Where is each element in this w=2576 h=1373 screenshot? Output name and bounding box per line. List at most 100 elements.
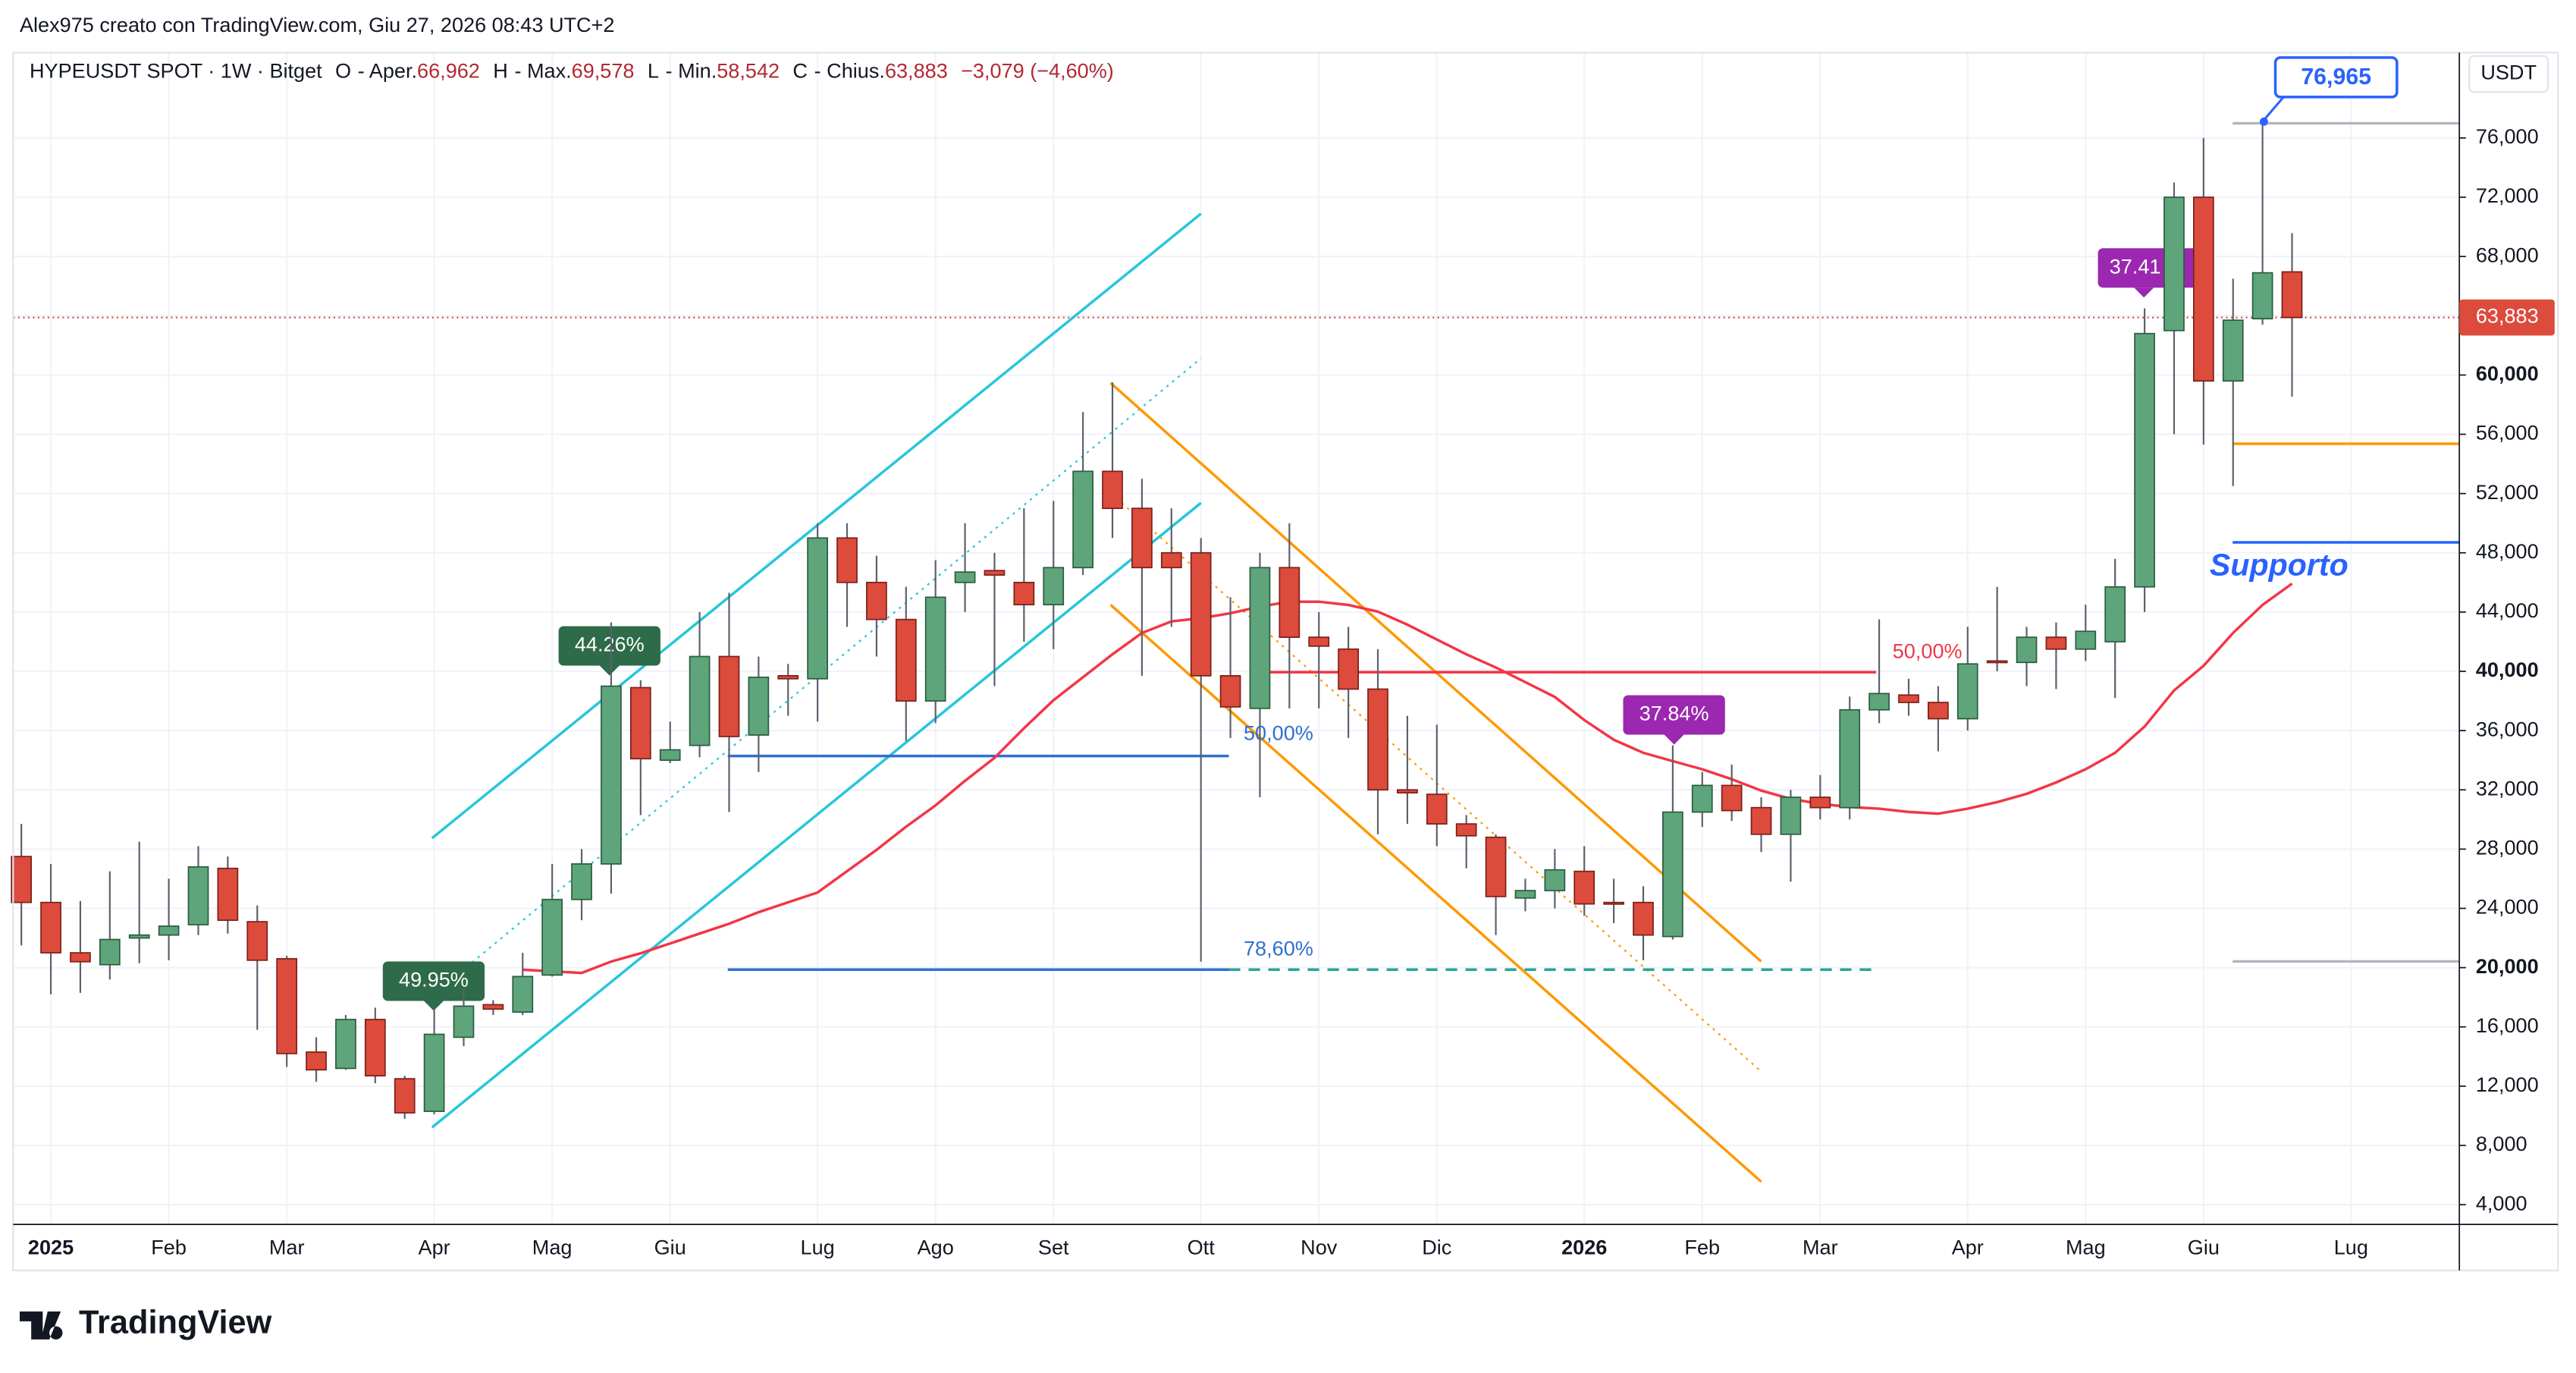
candle-body [629,686,651,760]
last-price-label: 63,883 [2476,304,2539,328]
marks [11,124,2303,1119]
candle-body [1102,470,1123,510]
x-tick-label: Ago [918,1236,954,1259]
x-tick-label: Apr [419,1236,450,1259]
candle-body [1219,674,1241,708]
callout: 49.95% [382,961,485,1011]
callout-text: 49.95% [399,968,469,991]
candle-body [1603,901,1624,905]
candle-body [1544,869,1566,891]
y-tick-label: 24,000 [2476,895,2539,919]
candle-body [1426,793,1448,825]
y-tick-label: 4,000 [2476,1191,2527,1214]
candle-body [2104,586,2126,643]
candle-body [1898,694,1919,703]
candle-body [482,1004,504,1010]
callout-pointer [599,665,620,676]
candle-body [2016,636,2038,664]
x-tick-label: 2025 [28,1236,74,1259]
channel-line [431,212,1202,840]
callout-text: 37.41 [2110,254,2161,278]
candle-body [2163,196,2185,331]
candle-body [2251,272,2273,320]
candle-body [1928,702,1949,720]
candle-body [601,685,622,865]
candle-body [1986,660,2008,664]
candle-body [187,866,209,925]
candle-body [99,938,121,966]
y-tick-label: 76,000 [2476,124,2539,148]
candle-body [246,921,268,961]
candle-body [70,952,91,963]
candle-body [394,1078,416,1114]
ohlc-key: L [648,59,659,83]
candle-body [924,596,946,702]
candle-body [777,674,799,680]
candle-body [807,537,829,680]
channel-line [1109,604,1762,1183]
x-tick-label: Set [1038,1236,1069,1259]
candle-body [2134,332,2155,588]
y-tick-label: 32,000 [2476,776,2539,800]
callout-text: 37.84% [1639,702,1709,725]
y-axis-label: USDT [2480,61,2537,84]
high-label: 76,965 [2301,64,2371,90]
attribution: Alex975 creato con TradingView.com, Giu … [20,13,615,36]
candle-body [364,1019,386,1077]
candle-body [11,856,33,903]
y-tick-label: 44,000 [2476,599,2539,622]
candle-body [128,934,150,939]
x-tick-label: Feb [1684,1236,1720,1259]
ohlc-value: 66,962 [417,59,480,83]
candle-body [2045,636,2067,650]
candle-body [2192,196,2214,382]
drawings: 50,00% 78,60% 50,00% Supporto 49.95% 44.… [382,121,2460,1183]
ohlc-value: 63,883 [885,59,948,83]
y-tick-label: 36,000 [2476,717,2539,740]
callout-box [382,961,485,1001]
support-label: Supporto [2210,547,2349,582]
candle-body [1691,784,1713,813]
candle-body [1308,636,1330,647]
axes: USDT 4,000 8,000 12,000 16,000 20,000 24,000 28… [12,52,2559,1271]
high-dot [2259,117,2268,126]
ohlc-value: 58,542 [717,59,780,83]
x-tick-label: Apr [1952,1236,1984,1259]
x-tick-label: Mag [532,1236,573,1259]
last-price-tag [2459,299,2555,336]
y-tick-label: 72,000 [2476,184,2539,207]
candle-body [158,925,180,936]
candle-body [1131,507,1153,569]
callout-pointer [423,1001,444,1011]
footer: TradingView [19,1305,272,1341]
ohlc-value: 69,578 [572,59,635,83]
y-tick-label: 12,000 [2476,1073,2539,1096]
candle-body [1367,688,1388,791]
candle-body [1043,567,1065,605]
candle-body [571,863,592,900]
candle-body [276,958,298,1054]
x-tick-label: Giu [2188,1236,2220,1259]
candle-body [1574,870,1595,905]
chart-header: HYPEUSDT SPOT · 1W · Bitget O - Aper.66,96… [30,59,1114,83]
candle-body [1013,581,1035,605]
ohlc-key: C [792,59,808,83]
x-tick-label: Dic [1422,1236,1451,1259]
candle-body [423,1033,445,1112]
candle-body [1633,901,1654,936]
candle-body [335,1019,356,1070]
y-tick-label: 52,000 [2476,480,2539,504]
candle-body [1956,663,1978,720]
candle-body [1279,567,1301,638]
x-tick-label: Mar [1803,1236,1838,1259]
candle-body [40,901,61,954]
brand: TradingView [79,1305,272,1341]
fib-label: 78,60% [1244,936,1313,960]
frame [12,52,2559,1271]
y-tick-label: 60,000 [2476,362,2539,385]
candle-body [306,1051,327,1071]
y-tick-label: 8,000 [2476,1132,2527,1155]
ohlc-name: - Min. [666,59,717,83]
